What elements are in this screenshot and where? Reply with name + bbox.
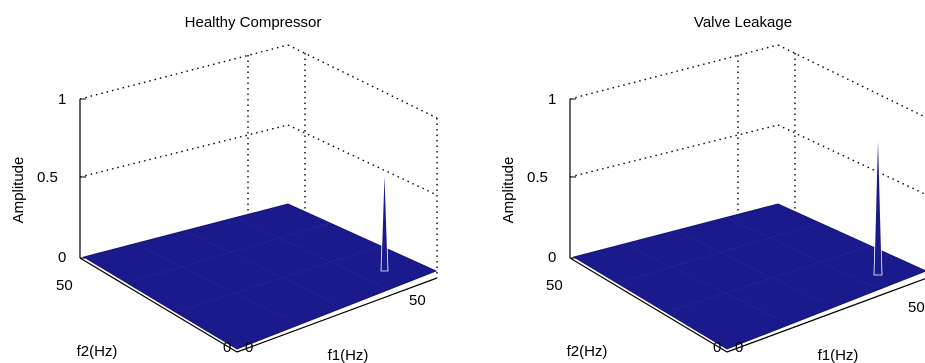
axes-box <box>569 44 925 215</box>
z-tick-label: 0 <box>58 249 66 266</box>
z-axis-label: Amplitude <box>500 157 517 224</box>
grid-line <box>79 44 289 100</box>
x-tick-label: 50 <box>409 292 426 309</box>
surface-peak <box>873 125 883 276</box>
y-axis-line <box>79 257 238 353</box>
grid-line <box>777 124 925 195</box>
z-tick-label: 1 <box>548 91 556 108</box>
z-axis-label: Amplitude <box>10 157 27 224</box>
y-tick-label: 0 <box>713 339 721 356</box>
y-tick-label: 50 <box>546 277 563 294</box>
x-tick-label: 0 <box>735 339 743 356</box>
grid-line <box>569 124 779 178</box>
grid-line <box>777 44 925 118</box>
y-axis-label: f2(Hz) <box>567 343 608 360</box>
y-tick-label: 50 <box>56 277 73 294</box>
x-tick-label: 50 <box>908 299 925 316</box>
z-tick-label: 0 <box>548 249 556 266</box>
grid-line <box>569 44 779 100</box>
surface-mesh <box>129 217 387 319</box>
z-tick-label: 0.5 <box>37 169 58 186</box>
chart-title: Healthy Compressor <box>185 14 322 31</box>
y-axis-label: f2(Hz) <box>77 343 118 360</box>
x-tick-label: 0 <box>245 339 253 356</box>
x-axis-line <box>726 278 925 353</box>
x-axis-label: f1(Hz) <box>818 347 859 363</box>
z-tick-label: 0.5 <box>527 169 548 186</box>
grid-line <box>287 44 438 119</box>
chart-svg: 1 0.5 0 50 0 0 50 Healthy Compressor Amp… <box>10 14 438 363</box>
y-axis-line <box>569 257 728 353</box>
chart-title: Valve Leakage <box>694 14 792 31</box>
axes-box <box>79 44 438 278</box>
grid-line <box>287 124 438 196</box>
chart-valve-leakage: 1 0.5 0 50 0 0 50 Valve Leakage Amplitud… <box>490 0 925 363</box>
y-tick-label: 0 <box>223 339 231 356</box>
surface-peak <box>380 163 389 272</box>
surface-floor <box>572 203 925 350</box>
chart-healthy-compressor: 1 0.5 0 50 0 0 50 Healthy Compressor Amp… <box>0 0 462 363</box>
x-axis-label: f1(Hz) <box>328 347 369 363</box>
z-tick-label: 1 <box>58 91 66 108</box>
grid-line <box>79 124 289 178</box>
x-axis-line <box>236 277 438 353</box>
chart-svg: 1 0.5 0 50 0 0 50 Valve Leakage Amplitud… <box>500 14 925 363</box>
surface-mesh <box>619 217 877 319</box>
surface-floor <box>82 203 438 350</box>
